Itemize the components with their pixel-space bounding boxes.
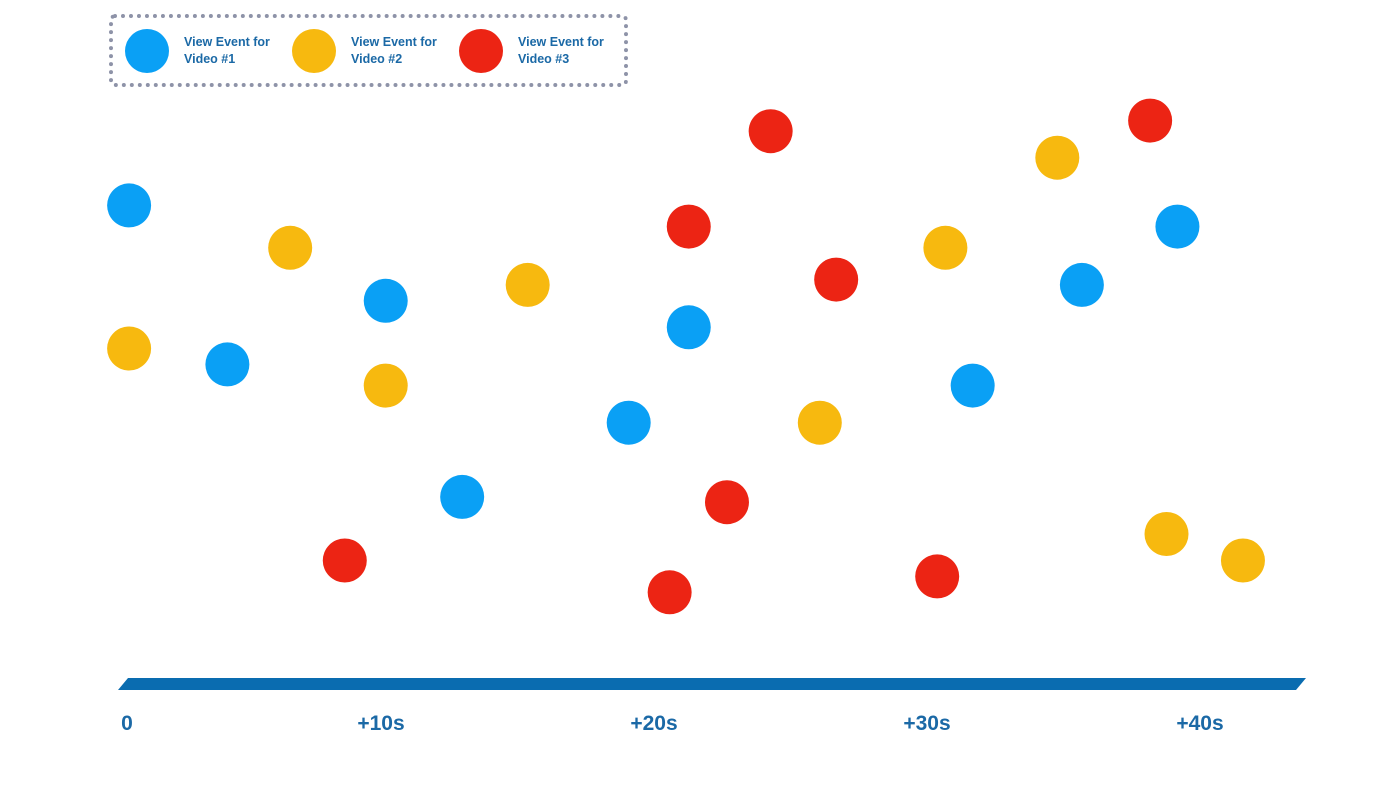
event-dot-video2-8 xyxy=(1144,512,1189,556)
legend-label-video-3: View Event for Video #3 xyxy=(518,35,604,66)
legend-item-video-3: View Event for Video #3 xyxy=(459,29,618,73)
legend-label-video-1: View Event for Video #1 xyxy=(184,35,270,66)
event-dot-video2-5 xyxy=(797,400,842,445)
timeline-axis-bar xyxy=(118,678,1306,690)
event-dot-video1-3 xyxy=(363,278,408,323)
event-dot-video1-7 xyxy=(950,363,995,408)
event-dot-video2-1 xyxy=(107,326,152,371)
event-dot-video2-6 xyxy=(923,225,968,270)
event-dot-video1-4 xyxy=(440,474,485,519)
legend-label-video-2: View Event for Video #2 xyxy=(351,35,437,66)
tick-label-40s: +40s xyxy=(1176,712,1224,735)
event-dot-video3-1 xyxy=(322,538,367,583)
tick-label-20s: +20s xyxy=(630,712,678,735)
event-dot-video2-2 xyxy=(268,225,313,270)
event-dot-video1-2 xyxy=(205,342,250,387)
event-dot-video2-7 xyxy=(1035,135,1080,180)
legend-swatch-video-2 xyxy=(292,29,336,73)
event-dot-video1-1 xyxy=(107,183,152,228)
event-dot-video3-4 xyxy=(704,480,749,525)
tick-label-0s: 0 xyxy=(121,712,133,735)
legend: View Event for Video #1 View Event for V… xyxy=(109,14,628,87)
event-dot-video2-3 xyxy=(363,363,408,408)
event-dot-video3-3 xyxy=(666,204,711,249)
legend-swatch-video-3 xyxy=(459,29,503,73)
event-dot-video1-8 xyxy=(1059,262,1104,307)
legend-swatch-video-1 xyxy=(125,29,169,73)
event-dot-video3-8 xyxy=(1128,98,1173,143)
event-dot-video3-7 xyxy=(915,554,960,599)
legend-item-video-1: View Event for Video #1 xyxy=(125,29,284,73)
event-dot-video3-6 xyxy=(814,257,859,302)
event-dot-video3-5 xyxy=(748,109,793,154)
event-dot-video2-4 xyxy=(505,262,550,307)
tick-label-30s: +30s xyxy=(903,712,951,735)
legend-item-video-2: View Event for Video #2 xyxy=(292,29,451,73)
event-dot-video3-2 xyxy=(647,570,692,615)
event-dots xyxy=(107,98,1265,615)
event-dot-video1-6 xyxy=(666,305,711,350)
event-dot-video1-5 xyxy=(606,400,651,445)
event-dot-video1-9 xyxy=(1155,204,1200,249)
tick-label-10s: +10s xyxy=(357,712,405,735)
event-dot-video2-9 xyxy=(1220,538,1265,583)
